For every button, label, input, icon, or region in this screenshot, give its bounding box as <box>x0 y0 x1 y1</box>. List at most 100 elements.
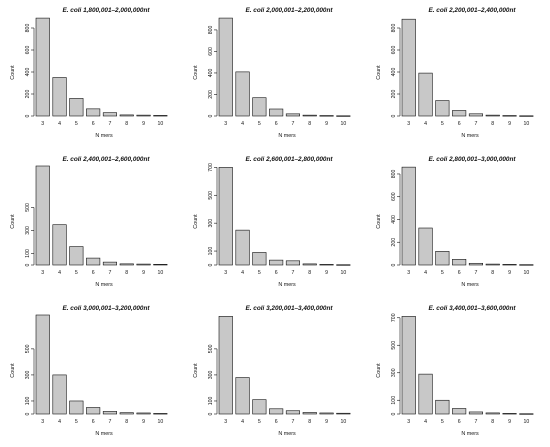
y-axis-label: Count <box>376 214 382 229</box>
bar <box>319 115 334 117</box>
y-tick-label: 600 <box>391 46 397 55</box>
bar <box>136 114 151 117</box>
x-axis-label: N mers <box>278 431 296 437</box>
x-tick-label: 4 <box>241 121 244 127</box>
x-tick-label: 8 <box>308 121 311 127</box>
chart-panel: E. coli 3,400,001–3,600,000nt 3 4 5 6 7 8 9 10 0 1… <box>366 298 549 447</box>
x-tick-label: 3 <box>41 270 44 276</box>
y-tick-label: 500 <box>391 341 397 350</box>
x-tick-label: 9 <box>508 121 511 127</box>
bar <box>269 259 284 266</box>
chart-panel: E. coli 3,200,001–3,400,000nt 3 4 5 6 7 8 9 10 0 1… <box>183 298 366 447</box>
bar <box>218 316 233 415</box>
x-tick-label: 9 <box>508 270 511 276</box>
y-tick-label: 100 <box>208 397 214 406</box>
x-tick-label: 8 <box>125 121 128 127</box>
y-tick-label: 500 <box>208 344 214 353</box>
y-tick-label: 400 <box>391 215 397 224</box>
x-tick-label: 4 <box>58 121 61 127</box>
x-tick-label: 5 <box>441 270 444 276</box>
y-tick-label: 400 <box>208 69 214 78</box>
y-tick-label: 100 <box>391 396 397 405</box>
bar <box>401 18 416 117</box>
x-tick-label: 7 <box>292 419 295 425</box>
bar <box>336 115 351 117</box>
bar <box>119 114 134 117</box>
x-tick-label: 7 <box>292 121 295 127</box>
bar <box>302 412 317 415</box>
bar <box>401 316 416 415</box>
x-tick-label: 6 <box>92 121 95 127</box>
bar <box>485 263 500 266</box>
bar <box>502 115 517 117</box>
bar <box>418 72 433 117</box>
bar-chart: E. coli 1,800,001–2,000,000nt 3 4 5 6 7 8 9 10 0 2… <box>10 7 168 139</box>
bar <box>153 115 168 117</box>
x-tick-label: 10 <box>523 121 529 127</box>
x-tick-label: 3 <box>407 121 410 127</box>
x-tick-label: 3 <box>407 419 410 425</box>
x-tick-label: 8 <box>308 419 311 425</box>
bar <box>35 17 50 117</box>
bar <box>285 113 300 117</box>
bar <box>435 399 450 415</box>
x-tick-label: 7 <box>109 270 112 276</box>
bar <box>153 413 168 415</box>
y-tick-label: 300 <box>208 219 214 228</box>
x-tick-label: 3 <box>224 270 227 276</box>
chart-panel: E. coli 3,000,001–3,200,000nt 3 4 5 6 7 8 9 10 0 1… <box>0 298 183 447</box>
bar <box>252 399 267 415</box>
x-axis-label: N mers <box>95 431 113 437</box>
x-tick-label: 10 <box>157 419 163 425</box>
bar <box>319 412 334 415</box>
x-tick-label: 7 <box>292 270 295 276</box>
x-axis-label: N mers <box>461 133 479 139</box>
x-tick-label: 6 <box>92 419 95 425</box>
x-tick-label: 8 <box>491 270 494 276</box>
bar <box>52 224 67 266</box>
bar <box>235 377 250 415</box>
y-tick-label: 100 <box>208 247 214 256</box>
x-tick-label: 10 <box>340 121 346 127</box>
bar <box>35 314 50 415</box>
bar <box>302 263 317 266</box>
chart-title: E. coli 2,400,001–2,600,000nt <box>62 156 150 163</box>
bar <box>69 246 84 266</box>
y-axis-label: Count <box>10 214 16 229</box>
x-axis-label: N mers <box>95 282 113 288</box>
x-tick-label: 10 <box>157 270 163 276</box>
bar <box>86 407 101 415</box>
x-tick-label: 3 <box>224 419 227 425</box>
x-tick-label: 5 <box>258 121 261 127</box>
x-tick-label: 10 <box>340 419 346 425</box>
y-tick-label: 800 <box>208 25 214 34</box>
x-tick-label: 4 <box>241 270 244 276</box>
bar <box>102 411 117 415</box>
x-tick-label: 10 <box>523 419 529 425</box>
x-tick-label: 4 <box>58 419 61 425</box>
bar <box>519 115 534 117</box>
bar <box>452 110 467 117</box>
x-tick-label: 6 <box>275 419 278 425</box>
y-axis-label: Count <box>193 214 199 229</box>
y-axis-label: Count <box>376 65 382 80</box>
y-tick-label: 200 <box>208 90 214 99</box>
bar <box>468 262 483 266</box>
bar <box>218 167 233 266</box>
bar <box>69 98 84 117</box>
x-tick-label: 4 <box>58 270 61 276</box>
x-tick-label: 7 <box>109 419 112 425</box>
chart-title: E. coli 2,000,001–2,200,000nt <box>245 7 333 14</box>
bar <box>218 17 233 117</box>
x-tick-label: 5 <box>75 419 78 425</box>
x-tick-label: 10 <box>157 121 163 127</box>
x-tick-label: 5 <box>258 419 261 425</box>
chart-panel: E. coli 2,200,001–2,400,000nt 3 4 5 6 7 8 9 10 0 2… <box>366 0 549 149</box>
x-tick-label: 6 <box>458 121 461 127</box>
x-tick-label: 7 <box>109 121 112 127</box>
y-tick-label: 400 <box>25 68 31 77</box>
